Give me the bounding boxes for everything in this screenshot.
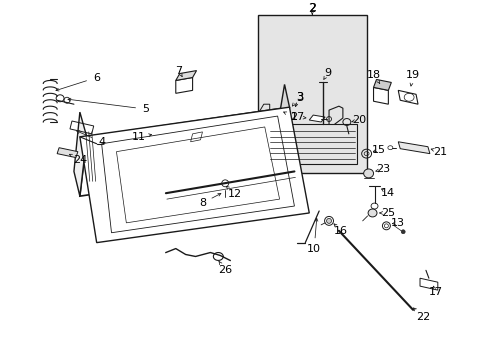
Text: 8: 8 bbox=[199, 198, 205, 208]
Text: 14: 14 bbox=[381, 188, 395, 198]
Text: 10: 10 bbox=[306, 244, 321, 253]
Text: 11: 11 bbox=[132, 132, 146, 142]
Text: 6: 6 bbox=[93, 72, 100, 82]
Polygon shape bbox=[373, 87, 387, 104]
Text: 24: 24 bbox=[73, 154, 87, 165]
Text: 1: 1 bbox=[290, 112, 297, 122]
FancyBboxPatch shape bbox=[257, 15, 366, 174]
Text: 3: 3 bbox=[295, 92, 302, 102]
Polygon shape bbox=[57, 148, 78, 158]
Text: 25: 25 bbox=[381, 208, 395, 218]
Ellipse shape bbox=[363, 169, 373, 178]
Polygon shape bbox=[397, 142, 429, 154]
Polygon shape bbox=[175, 77, 192, 93]
Polygon shape bbox=[80, 107, 308, 243]
Text: 13: 13 bbox=[390, 218, 405, 228]
Text: 23: 23 bbox=[376, 165, 390, 175]
Text: 9: 9 bbox=[324, 68, 331, 77]
Text: 4: 4 bbox=[98, 137, 105, 147]
Polygon shape bbox=[373, 80, 390, 90]
Ellipse shape bbox=[400, 230, 405, 234]
Text: 5: 5 bbox=[142, 104, 149, 114]
Text: 3: 3 bbox=[295, 91, 303, 104]
Text: 17: 17 bbox=[428, 287, 442, 297]
Ellipse shape bbox=[326, 219, 331, 223]
Text: 26: 26 bbox=[218, 265, 232, 275]
Polygon shape bbox=[74, 112, 86, 196]
Polygon shape bbox=[308, 115, 325, 122]
Text: 7: 7 bbox=[175, 66, 182, 76]
Text: 19: 19 bbox=[405, 69, 419, 80]
Polygon shape bbox=[274, 85, 289, 166]
Text: 2: 2 bbox=[308, 3, 315, 13]
Text: 16: 16 bbox=[333, 226, 347, 236]
Polygon shape bbox=[80, 107, 289, 196]
Text: 15: 15 bbox=[371, 145, 385, 155]
Text: 27: 27 bbox=[290, 112, 304, 122]
Polygon shape bbox=[419, 278, 437, 290]
Text: 12: 12 bbox=[227, 189, 242, 199]
Polygon shape bbox=[397, 90, 417, 104]
Text: 20: 20 bbox=[351, 115, 365, 125]
Text: 22: 22 bbox=[415, 312, 429, 322]
Ellipse shape bbox=[367, 209, 376, 217]
Polygon shape bbox=[175, 71, 196, 81]
Text: 2: 2 bbox=[308, 2, 315, 15]
Text: 18: 18 bbox=[366, 69, 380, 80]
Text: 21: 21 bbox=[432, 147, 446, 157]
